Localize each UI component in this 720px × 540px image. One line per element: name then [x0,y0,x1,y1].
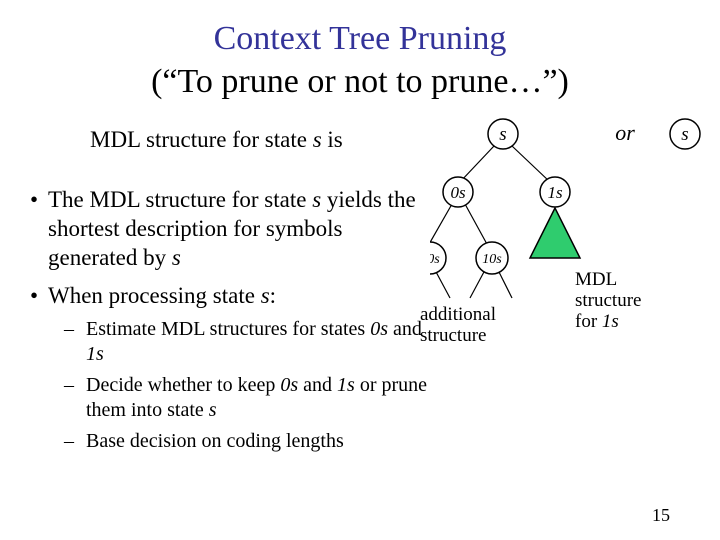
title-line2: (“To prune or not to prune…”) [0,61,720,104]
sub-1: Estimate MDL structures for states 0s an… [58,317,430,367]
mdl-structure-line: MDL structure for state s is [90,127,343,153]
node-1s: 1s [547,183,563,202]
bullet-block: The MDL structure for state s yields the… [30,186,430,464]
annot-mdl-1s: MDL structure for 1s [575,270,641,333]
or-label: or [615,120,635,145]
tree-diagram: s 0s 1s 00s 10s or s additional structur… [430,110,690,390]
mdl-prefix: MDL structure for state [90,127,313,152]
mdl-var: s [313,127,322,152]
page-number: 15 [652,505,670,526]
node-s: s [499,124,506,145]
node-s-right: s [681,124,688,145]
title-line1: Context Tree Pruning [0,18,720,61]
sub-3: Base decision on coding lengths [58,429,430,454]
node-0s: 0s [450,183,466,202]
mdl-suffix: is [322,127,343,152]
bullet-1: The MDL structure for state s yields the… [30,186,430,272]
annot-additional: additional structure [420,305,496,347]
bullet-2: When processing state s: Estimate MDL st… [30,282,430,454]
sub-2: Decide whether to keep 0s and 1s or prun… [58,373,430,423]
node-10s: 10s [482,252,502,267]
node-00s: 00s [430,252,440,267]
triangle-icon [530,208,580,258]
